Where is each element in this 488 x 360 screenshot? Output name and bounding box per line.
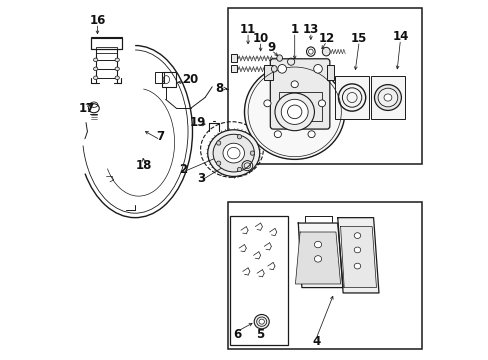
Circle shape (250, 151, 254, 155)
Text: 4: 4 (311, 335, 320, 348)
Ellipse shape (264, 100, 270, 107)
Ellipse shape (271, 66, 277, 72)
Bar (228, 202, 421, 348)
Circle shape (277, 64, 286, 73)
Ellipse shape (115, 58, 119, 62)
Ellipse shape (223, 143, 244, 163)
Polygon shape (340, 226, 376, 288)
Text: 9: 9 (267, 41, 275, 54)
Bar (334, 76, 368, 119)
Ellipse shape (254, 315, 269, 329)
Ellipse shape (377, 88, 397, 107)
Ellipse shape (93, 76, 98, 80)
Circle shape (313, 64, 322, 73)
Text: 15: 15 (350, 32, 366, 45)
Bar (264, 65, 273, 80)
Text: 13: 13 (302, 23, 318, 36)
Text: 5: 5 (256, 328, 264, 341)
Ellipse shape (374, 85, 401, 111)
Text: 1: 1 (290, 23, 298, 36)
Ellipse shape (93, 58, 98, 62)
Ellipse shape (115, 67, 119, 71)
Text: 6: 6 (233, 328, 241, 341)
Text: 17: 17 (79, 102, 95, 115)
Bar (278, 92, 321, 121)
Text: 18: 18 (136, 159, 152, 172)
Bar (326, 65, 333, 80)
Ellipse shape (93, 67, 98, 71)
Circle shape (216, 141, 221, 145)
Ellipse shape (115, 76, 119, 80)
Ellipse shape (314, 256, 321, 262)
Circle shape (237, 135, 241, 139)
Ellipse shape (207, 130, 259, 176)
Ellipse shape (353, 263, 360, 269)
Bar (230, 65, 236, 72)
Text: 19: 19 (189, 116, 205, 129)
Ellipse shape (281, 99, 307, 125)
Text: 11: 11 (240, 23, 256, 36)
Text: 7: 7 (156, 130, 164, 144)
Bar (91, 37, 122, 49)
Text: 16: 16 (89, 14, 105, 27)
Ellipse shape (287, 105, 301, 119)
Ellipse shape (307, 131, 314, 138)
Ellipse shape (314, 241, 321, 248)
Polygon shape (337, 218, 378, 293)
Text: 14: 14 (391, 30, 408, 43)
Bar (370, 76, 405, 119)
Text: 20: 20 (182, 73, 199, 86)
Ellipse shape (318, 100, 325, 107)
Text: 2: 2 (179, 163, 187, 176)
Bar (230, 216, 287, 345)
Bar (155, 72, 163, 83)
Ellipse shape (244, 64, 344, 159)
Circle shape (216, 161, 221, 165)
Ellipse shape (276, 55, 282, 61)
Text: 10: 10 (252, 32, 268, 45)
Circle shape (237, 167, 241, 172)
Text: 8: 8 (215, 82, 223, 95)
Bar (96, 47, 117, 53)
Text: 12: 12 (318, 32, 334, 45)
Ellipse shape (322, 47, 329, 56)
Bar (230, 54, 236, 62)
Polygon shape (295, 232, 340, 284)
Ellipse shape (227, 147, 240, 159)
Ellipse shape (274, 131, 281, 138)
Ellipse shape (259, 319, 264, 324)
Bar (91, 39, 122, 49)
Ellipse shape (274, 93, 314, 131)
Bar (228, 8, 421, 164)
Ellipse shape (213, 134, 254, 172)
Ellipse shape (383, 94, 391, 101)
Ellipse shape (353, 233, 360, 238)
Polygon shape (298, 223, 343, 288)
Ellipse shape (290, 81, 298, 87)
FancyBboxPatch shape (270, 59, 329, 129)
Text: 3: 3 (197, 172, 205, 185)
Ellipse shape (353, 247, 360, 253)
Bar (162, 72, 176, 87)
